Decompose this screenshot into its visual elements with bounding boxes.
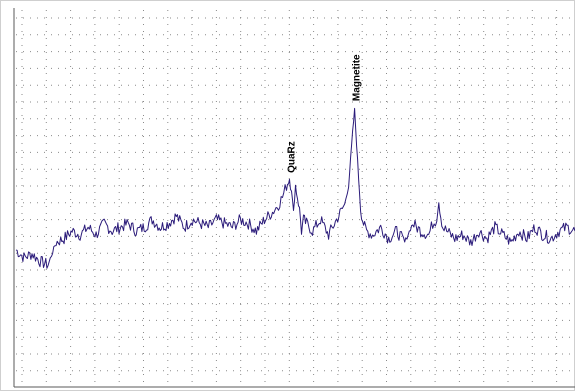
series-layer [15,107,575,269]
annotations: QuaRz Magnetite [286,54,362,173]
series-line-0 [15,107,575,269]
peak-label: Magnetite [352,54,363,101]
peak-label: QuaRz [286,141,297,173]
